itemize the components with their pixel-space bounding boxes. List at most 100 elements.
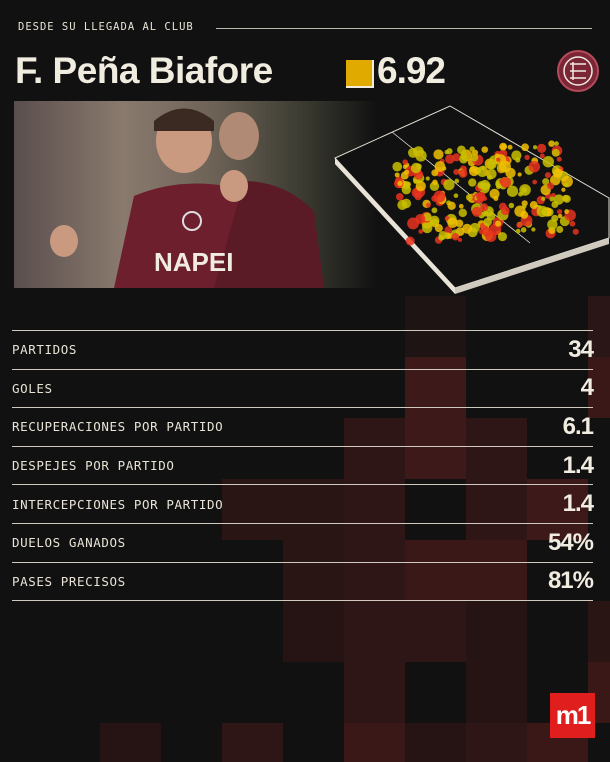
stat-value: 81% bbox=[547, 567, 594, 595]
heat-point bbox=[544, 172, 551, 179]
heat-point bbox=[402, 159, 408, 165]
divider bbox=[216, 28, 592, 29]
heat-point bbox=[515, 228, 521, 234]
heat-point bbox=[432, 179, 438, 186]
stat-value: 4 bbox=[580, 374, 594, 402]
background-block bbox=[466, 418, 527, 479]
background-block bbox=[466, 662, 527, 723]
heat-point bbox=[556, 225, 564, 233]
heat-point bbox=[447, 201, 456, 211]
heat-point bbox=[397, 199, 408, 211]
heat-point bbox=[444, 216, 450, 221]
heat-point bbox=[554, 141, 559, 147]
background-block bbox=[344, 540, 405, 601]
background-block bbox=[344, 662, 405, 723]
heat-point bbox=[458, 169, 468, 178]
heat-point bbox=[469, 146, 475, 152]
heat-point bbox=[476, 191, 486, 202]
heat-point bbox=[551, 148, 560, 157]
stats-table: PARTIDOS 34 GOLES 4 RECUPERACIONES POR PARTI… bbox=[12, 330, 594, 602]
background-block bbox=[283, 479, 344, 540]
heat-point bbox=[418, 229, 424, 234]
heat-point bbox=[542, 155, 554, 168]
heat-point bbox=[405, 236, 415, 246]
player-name: F. Peña Biafore bbox=[15, 50, 273, 91]
heat-point bbox=[572, 228, 579, 235]
stat-row: DUELOS GANADOS 54% bbox=[12, 524, 594, 563]
heat-point bbox=[470, 153, 479, 162]
heat-point bbox=[547, 182, 554, 190]
heat-point bbox=[499, 160, 511, 173]
heat-point bbox=[532, 145, 538, 150]
heat-point bbox=[425, 202, 431, 208]
heat-point bbox=[489, 188, 500, 199]
heat-point bbox=[433, 190, 446, 203]
heat-point bbox=[402, 164, 408, 170]
heat-point bbox=[421, 222, 433, 234]
heat-point bbox=[520, 210, 529, 219]
heat-point bbox=[433, 149, 444, 160]
heat-point bbox=[459, 154, 468, 164]
heat-point bbox=[453, 193, 459, 198]
heat-point bbox=[469, 166, 476, 173]
background-block bbox=[466, 479, 527, 540]
heat-point bbox=[506, 185, 519, 197]
heat-point bbox=[549, 196, 555, 202]
heat-point bbox=[481, 146, 489, 153]
heat-point bbox=[524, 154, 530, 161]
stat-label: GOLES bbox=[12, 380, 53, 396]
heat-point bbox=[541, 196, 546, 201]
heat-point bbox=[443, 179, 455, 191]
heat-point bbox=[425, 176, 430, 181]
stat-row: RECUPERACIONES POR PARTIDO 6.1 bbox=[12, 408, 594, 447]
heat-point bbox=[445, 154, 455, 164]
stat-label: INTERCEPCIONES POR PARTIDO bbox=[12, 496, 224, 512]
heat-point bbox=[483, 217, 492, 227]
background-block bbox=[466, 601, 527, 662]
background-block bbox=[466, 540, 527, 601]
heat-point bbox=[415, 180, 426, 192]
heat-point bbox=[438, 230, 448, 240]
heat-point bbox=[434, 224, 443, 233]
club-crest-icon bbox=[557, 50, 599, 92]
player-rating: 6.92 bbox=[377, 50, 446, 91]
heat-point bbox=[458, 208, 468, 218]
heat-point bbox=[477, 181, 486, 189]
heat-point bbox=[511, 150, 522, 161]
heatmap bbox=[330, 98, 610, 298]
heat-point bbox=[497, 232, 508, 242]
stat-label: DESPEJES POR PARTIDO bbox=[12, 458, 175, 474]
background-block bbox=[527, 479, 588, 540]
heat-point bbox=[444, 226, 453, 235]
heat-point bbox=[476, 165, 488, 178]
heat-point bbox=[429, 215, 440, 226]
stat-value: 1.4 bbox=[562, 490, 594, 518]
heat-point bbox=[499, 142, 508, 151]
background-block bbox=[100, 723, 161, 762]
background-block bbox=[405, 296, 466, 357]
heat-point bbox=[519, 184, 531, 196]
background-block bbox=[344, 723, 405, 762]
heat-point bbox=[487, 159, 497, 170]
heat-point bbox=[462, 223, 473, 234]
heat-point bbox=[521, 143, 529, 152]
heat-point bbox=[457, 237, 463, 242]
heat-point bbox=[563, 182, 569, 187]
heat-point bbox=[394, 172, 400, 178]
heat-point bbox=[553, 168, 563, 178]
heat-point bbox=[536, 143, 547, 154]
heat-point bbox=[392, 161, 403, 172]
heat-point bbox=[465, 193, 473, 201]
background-block bbox=[588, 357, 610, 418]
heat-point bbox=[532, 179, 538, 185]
heat-point bbox=[516, 222, 523, 228]
heat-point bbox=[482, 210, 489, 217]
heat-point bbox=[451, 232, 460, 241]
heat-point bbox=[501, 206, 510, 216]
background-block bbox=[283, 540, 344, 601]
heat-point bbox=[408, 147, 418, 158]
background-block bbox=[344, 601, 405, 662]
heat-point bbox=[557, 209, 563, 215]
stat-row: GOLES 4 bbox=[12, 370, 594, 409]
heat-point bbox=[410, 162, 422, 174]
